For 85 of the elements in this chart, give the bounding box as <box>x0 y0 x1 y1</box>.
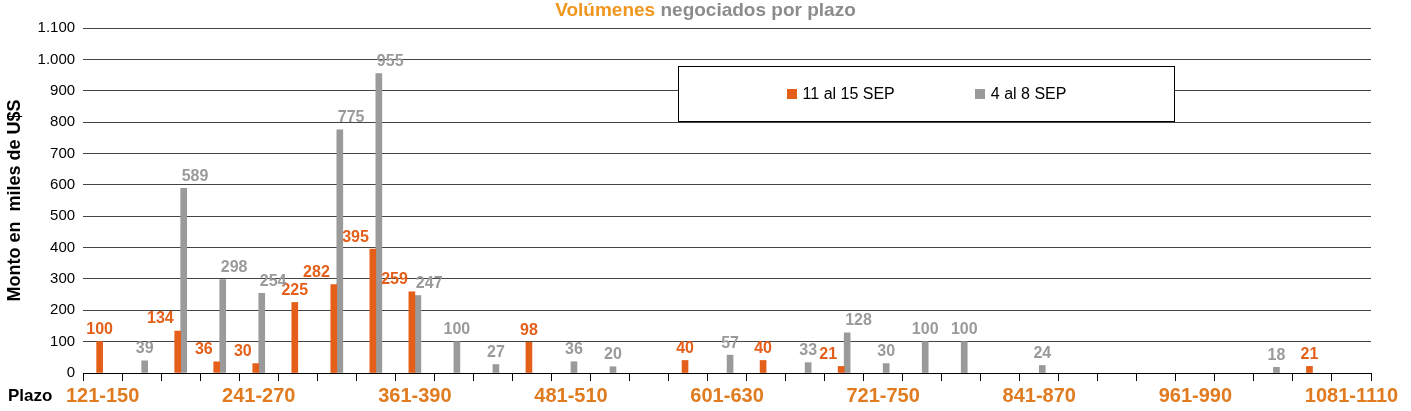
y-tick-label: 300 <box>50 269 76 287</box>
data-label: 18 <box>1267 345 1286 363</box>
bar <box>681 360 689 373</box>
bar <box>369 248 377 373</box>
y-tick-label: 500 <box>50 206 76 224</box>
data-label: 395 <box>342 227 369 245</box>
data-label: 30 <box>877 342 896 359</box>
bar <box>1038 365 1046 373</box>
data-label: 282 <box>303 262 330 280</box>
bar <box>759 360 767 373</box>
bar <box>219 279 227 373</box>
chart-title: Volúmenes negociados por plazo <box>555 0 856 20</box>
data-label: 27 <box>487 342 505 360</box>
bar <box>180 187 188 373</box>
x-tick-label: 481-510 <box>534 383 608 406</box>
bar <box>291 302 299 373</box>
data-label: 128 <box>845 311 872 329</box>
data-label: 33 <box>799 341 818 359</box>
bar <box>843 332 851 373</box>
data-label: 20 <box>604 345 622 363</box>
bar <box>921 341 929 373</box>
x-tick-label: 361-390 <box>378 383 452 406</box>
data-label: 36 <box>194 340 213 358</box>
y-tick-label: 600 <box>50 174 76 192</box>
data-label: 298 <box>220 257 248 275</box>
legend-label: 11 al 15 SEP <box>801 85 895 103</box>
data-label: 21 <box>1300 344 1319 362</box>
bar <box>336 129 344 373</box>
bar <box>408 291 416 373</box>
data-label: 21 <box>819 344 838 362</box>
bar <box>882 363 890 373</box>
bar <box>1306 366 1313 373</box>
data-label: 24 <box>1033 343 1052 361</box>
bar <box>804 362 812 373</box>
bar <box>525 341 533 373</box>
data-label: 39 <box>135 339 154 357</box>
bar <box>837 366 845 373</box>
bar <box>414 295 422 373</box>
y-tick-label: 100 <box>50 331 76 349</box>
bar <box>141 360 149 373</box>
y-axis-title: Monto en miles de U$S <box>3 99 24 302</box>
x-tick-label: 121-150 <box>65 383 140 406</box>
bar <box>726 354 734 373</box>
bar <box>609 366 617 373</box>
y-tick-label: 800 <box>50 112 76 130</box>
bar <box>960 341 968 373</box>
y-tick-label: 1.100 <box>37 18 76 36</box>
data-label: 100 <box>950 320 978 338</box>
bar <box>492 364 500 373</box>
bar <box>1273 367 1280 373</box>
x-axis-title: Plazo <box>8 386 53 406</box>
data-label: 40 <box>676 338 695 356</box>
y-tick-label: 700 <box>50 143 76 161</box>
data-label: 247 <box>415 273 443 291</box>
data-label: 100 <box>911 320 939 338</box>
x-tick-label: 1081-1110 <box>1304 383 1399 406</box>
bar <box>252 363 260 373</box>
y-tick-label: 400 <box>50 237 76 255</box>
y-tick-label: 0 <box>66 363 76 381</box>
legend-label: 4 al 8 SEP <box>989 85 1067 103</box>
data-label: 589 <box>181 166 209 184</box>
x-tick-label: 721-750 <box>846 383 920 406</box>
y-tick-label: 1.000 <box>37 49 76 67</box>
bar <box>96 341 103 373</box>
x-tick-label: 241-270 <box>222 383 296 406</box>
data-label: 134 <box>147 309 174 327</box>
x-tick-label: 841-870 <box>1002 383 1076 406</box>
bar <box>453 341 461 373</box>
data-label: 98 <box>520 320 538 338</box>
data-label: 100 <box>443 320 471 338</box>
bar <box>174 330 182 373</box>
x-tick-label: 601-630 <box>690 383 764 406</box>
data-label: 100 <box>86 320 114 338</box>
bar <box>258 293 266 373</box>
x-tick-label: 961-990 <box>1158 383 1233 406</box>
data-label: 30 <box>233 342 252 359</box>
bar <box>330 284 338 373</box>
y-tick-label: 900 <box>50 80 76 98</box>
data-label: 775 <box>337 108 365 126</box>
data-label: 40 <box>754 338 773 356</box>
bar <box>375 73 383 373</box>
data-label: 36 <box>565 340 583 358</box>
y-tick-label: 200 <box>50 300 76 318</box>
bar <box>213 361 221 373</box>
bar <box>570 361 578 373</box>
